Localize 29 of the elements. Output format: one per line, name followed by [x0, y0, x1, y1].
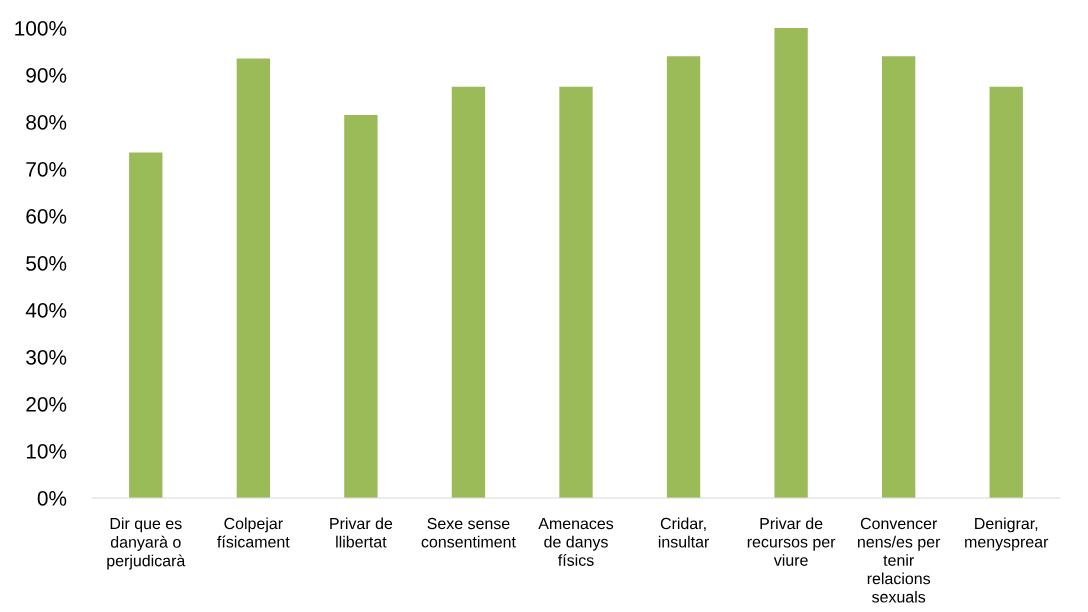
x-tick-label: Denigrar, menysprear — [965, 517, 1049, 551]
x-tick-label: Cridar, insultar — [658, 517, 710, 548]
x-tick-label: Convencer nens/es per tenir relacions sexuals — [858, 517, 941, 603]
x-tick-label: Privar de recursos per viure — [747, 517, 836, 566]
y-tick-label: 30% — [26, 350, 67, 365]
y-tick-label: 80% — [26, 115, 67, 130]
bar — [236, 58, 270, 498]
x-tick-label: Colpejar físicament — [217, 517, 290, 548]
x-tick-label: Sexe sense consentiment — [421, 517, 516, 548]
y-tick-label: 10% — [26, 444, 67, 459]
bar — [451, 86, 486, 498]
y-tick-label: 40% — [25, 303, 67, 318]
x-tick-label: Privar de llibertat — [330, 517, 393, 548]
y-tick-label: 20% — [26, 397, 67, 412]
y-tick-label: 0% — [37, 491, 67, 506]
bar — [344, 114, 378, 498]
x-tick-label: Amenaces de danys físics — [538, 518, 614, 566]
bar — [882, 56, 916, 498]
bar — [989, 86, 1023, 498]
y-tick-label: 100% — [15, 21, 67, 36]
bar — [666, 56, 701, 498]
bar — [559, 86, 593, 498]
y-tick-label: 70% — [26, 162, 67, 177]
y-tick-label: 90% — [26, 68, 67, 83]
y-tick-label: 60% — [26, 209, 67, 224]
bar — [774, 28, 808, 498]
x-tick-label: Dir que es danyarà o perjudicarà — [107, 517, 186, 570]
y-tick-label: 50% — [26, 256, 67, 271]
bar — [129, 152, 163, 498]
